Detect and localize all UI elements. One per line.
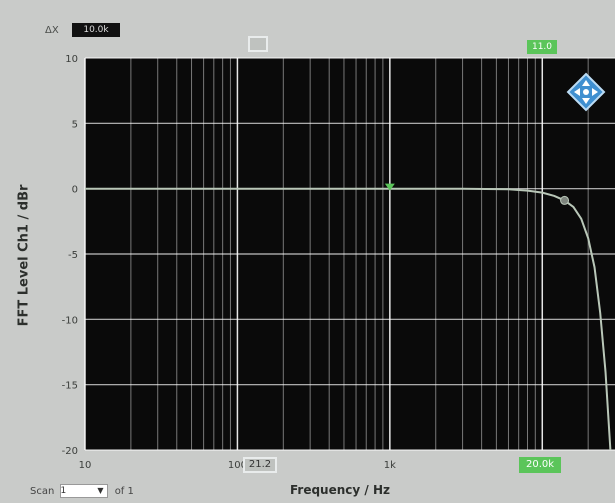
y-tick-label: -10	[62, 315, 78, 326]
marker-point	[560, 195, 570, 205]
cursor-value-bottom-right[interactable]: 20.0k	[519, 457, 561, 473]
pan-zoom-compass-icon[interactable]	[566, 72, 606, 112]
scan-control: Scan 1 ▼ of 1	[30, 484, 134, 498]
cursor-handle-top-left[interactable]	[248, 36, 268, 52]
scan-select[interactable]: 1 ▼	[59, 484, 108, 498]
chevron-down-icon: ▼	[97, 486, 104, 495]
y-tick-label: -20	[62, 446, 78, 457]
x-tick-label: 100	[228, 460, 247, 471]
scan-select-value: 1	[60, 486, 67, 496]
scan-count: of 1	[114, 486, 134, 497]
y-tick-label: -15	[62, 381, 78, 392]
delta-x-value: 10.0k	[72, 23, 120, 37]
y-axis-label: FFT Level Ch1 / dBr	[16, 184, 32, 327]
y-tick-label: 10	[65, 54, 78, 65]
scan-label: Scan	[30, 486, 55, 497]
x-tick-label: 10	[79, 460, 92, 471]
trace-line	[85, 187, 612, 451]
cursor-value-bottom-left[interactable]: 21.2	[243, 457, 277, 473]
y-tick-label: 5	[72, 119, 78, 130]
marker-point	[384, 183, 395, 191]
x-tick-label: 1k	[384, 460, 396, 471]
y-tick-label: -5	[68, 250, 78, 261]
y-tick-label: 0	[72, 185, 78, 196]
x-axis-label: Frequency / Hz	[289, 483, 390, 497]
delta-x-label: ΔX	[45, 25, 59, 36]
cursor-handle-top-right[interactable]: 11.0	[527, 40, 557, 54]
